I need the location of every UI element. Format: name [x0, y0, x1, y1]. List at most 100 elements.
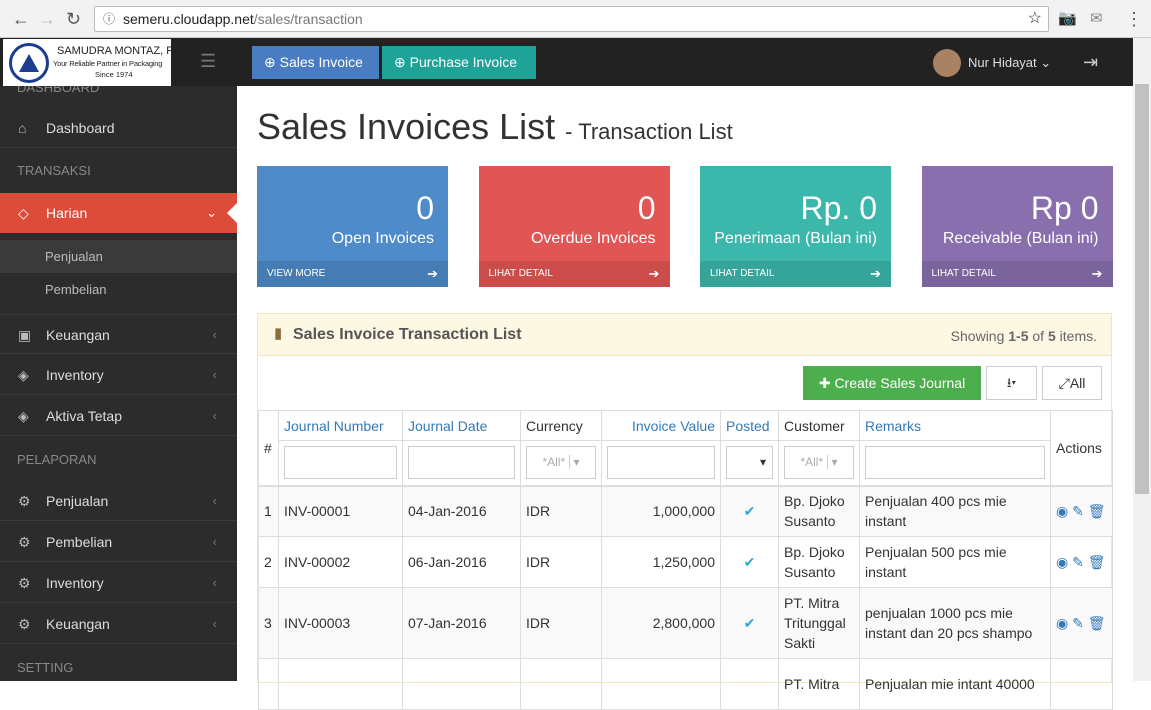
link-text: LIHAT DETAIL — [488, 268, 553, 279]
bookmark-star-icon[interactable]: ☆ — [1027, 10, 1042, 27]
stat-link[interactable]: VIEW MORE ➔ — [257, 261, 448, 287]
scrollbar[interactable] — [1133, 38, 1151, 681]
stat-card: 0 Open Invoices VIEW MORE ➔ — [257, 166, 448, 287]
address-bar[interactable]: ⓘ semeru.cloudapp.net/sales/transaction ☆ — [94, 6, 1049, 32]
title-text: Sales Invoices List — [257, 106, 556, 147]
hamburger-icon[interactable]: ☰ — [200, 51, 217, 71]
url-path: /sales/transaction — [253, 11, 363, 27]
invoice-table: # Journal Number Journal Date Currency I… — [258, 410, 1113, 710]
camera-icon[interactable]: 📷 — [1058, 10, 1077, 27]
edit-icon[interactable]: ✎ — [1072, 554, 1084, 570]
chevron-left-icon: ‹ — [212, 616, 217, 631]
section-dashboard: DASHBOARD — [17, 86, 100, 95]
view-icon[interactable]: ◉ — [1056, 503, 1069, 520]
sort-link[interactable]: Posted — [726, 417, 770, 434]
back-icon[interactable]: ← — [12, 9, 30, 29]
col-journal-date[interactable]: Journal Date — [402, 410, 521, 441]
label: Dashboard — [46, 120, 115, 136]
label: Create Sales Journal — [834, 375, 966, 391]
sidebar-item-keuangan[interactable]: ▣ Keuangan ‹ — [0, 314, 237, 354]
chevron-left-icon: ‹ — [212, 327, 217, 342]
cell-invoice-value: 1,000,000 — [601, 485, 721, 537]
edit-icon[interactable]: ✎ — [1072, 615, 1084, 631]
cell-currency: IDR — [520, 536, 602, 588]
chevron-down-icon: ⌄ — [206, 205, 217, 220]
sidebar-item-report-penjualan[interactable]: ⚙ Penjualan ‹ — [0, 481, 237, 521]
user-avatar[interactable] — [933, 49, 961, 77]
table-row: 2 INV-00002 06-Jan-2016 IDR 1,250,000 ✔ Bp. Dj… — [258, 536, 1113, 588]
stat-link[interactable]: LIHAT DETAIL ➔ — [700, 261, 891, 287]
col-invoice-value[interactable]: Invoice Value — [601, 410, 721, 441]
logout-icon[interactable]: ⇥ — [1083, 52, 1099, 72]
export-dropdown-button[interactable]: ⭳▾ — [986, 366, 1037, 400]
view-icon[interactable]: ◉ — [1056, 554, 1069, 570]
col-posted[interactable]: Posted — [720, 410, 779, 441]
sidebar-item-inventory[interactable]: ◈ Inventory ‹ — [0, 355, 237, 395]
cell-currency — [520, 658, 602, 710]
stat-label: Overdue Invoices — [530, 230, 656, 247]
journal-date-filter[interactable] — [408, 446, 515, 480]
reload-icon[interactable]: ↻ — [66, 9, 82, 29]
remarks-filter[interactable] — [865, 446, 1045, 480]
chevron-left-icon: ‹ — [212, 575, 217, 590]
trash-icon[interactable]: 🗑 — [1087, 615, 1106, 631]
label: Aktiva Tetap — [46, 408, 123, 424]
briefcase-icon: ▣ — [18, 327, 32, 343]
sidebar-item-report-inventory[interactable]: ⚙ Inventory ‹ — [0, 563, 237, 603]
tag-icon: ◈ — [18, 367, 29, 383]
currency-filter[interactable]: *All* ▾ — [526, 446, 596, 480]
cell-remarks: penjualan 1000 pcs mie instant dan 20 pc… — [859, 587, 1051, 659]
customer-filter[interactable]: *All* ▾ — [784, 446, 854, 480]
gear-icon: ⚙ — [18, 493, 31, 509]
table-row: 3 INV-00003 07-Jan-2016 IDR 2,800,000 ✔ PT. Mi… — [258, 587, 1113, 659]
sidebar-item-report-keuangan[interactable]: ⚙ Keuangan ‹ — [0, 604, 237, 644]
stat-value: 0 — [637, 190, 656, 226]
label: Harian — [46, 205, 88, 221]
check-icon: ✔ — [743, 503, 756, 520]
sidebar-item-report-pembelian[interactable]: ⚙ Pembelian ‹ — [0, 522, 237, 562]
col-actions: Actions — [1050, 410, 1113, 486]
sidebar-item-aktiva-tetap[interactable]: ◈ Aktiva Tetap ‹ — [0, 396, 237, 436]
posted-filter[interactable]: ▾ — [726, 446, 773, 480]
sidebar-item-harian[interactable]: ◇ Harian ⌄ — [0, 193, 237, 233]
chevron-left-icon: ‹ — [212, 408, 217, 423]
invoice-value-filter[interactable] — [607, 446, 715, 480]
stat-link[interactable]: LIHAT DETAIL ➔ — [478, 261, 670, 287]
purchase-invoice-button[interactable]: ⊕ Purchase Invoice — [382, 46, 536, 79]
cell-journal-number — [278, 658, 403, 710]
trash-icon[interactable]: 🗑 — [1087, 503, 1106, 520]
company-logo[interactable]: SAMUDRA MONTAZ, PT Your Reliable Partner… — [3, 39, 171, 86]
sidebar-subitem-penjualan[interactable]: Penjualan — [0, 240, 237, 273]
menu-icon[interactable]: ⋮ — [1125, 9, 1143, 29]
view-icon[interactable]: ◉ — [1056, 615, 1069, 631]
extension-icon[interactable]: ✉ — [1090, 10, 1103, 27]
cell-journal-date: 07-Jan-2016 — [402, 587, 521, 659]
filter-value: *All* — [542, 455, 566, 470]
sort-link[interactable]: Remarks — [865, 417, 922, 434]
chevron-left-icon: ‹ — [212, 534, 217, 549]
create-sales-journal-button[interactable]: ✚ Create Sales Journal — [803, 366, 981, 400]
cell-invoice-value: 2,800,000 — [601, 587, 721, 659]
sort-link[interactable]: Journal Date — [408, 417, 488, 434]
browser-toolbar: ← → ↻ ⓘ semeru.cloudapp.net/sales/transac… — [0, 0, 1151, 38]
sidebar-item-dashboard[interactable]: ⌂ Dashboard — [0, 108, 237, 148]
col-remarks[interactable]: Remarks — [859, 410, 1051, 441]
scrollbar-thumb[interactable] — [1135, 84, 1149, 494]
plus-circle-icon: ⊕ — [264, 54, 276, 70]
sort-link[interactable]: Journal Number — [284, 417, 384, 434]
trash-icon[interactable]: 🗑 — [1087, 554, 1106, 570]
purchase-invoice-label: Purchase Invoice — [409, 54, 518, 70]
logo-tagline: Your Reliable Partner in Packaging — [53, 59, 163, 68]
forward-icon[interactable]: → — [38, 9, 56, 29]
sort-link[interactable]: Invoice Value — [631, 417, 715, 434]
user-menu[interactable]: Nur Hidayat ⌄ — [968, 55, 1051, 71]
link-text: LIHAT DETAIL — [931, 268, 996, 279]
sidebar-subitem-pembelian[interactable]: Pembelian — [0, 273, 237, 306]
sales-invoice-button[interactable]: ⊕ Sales Invoice — [252, 46, 379, 79]
journal-number-filter[interactable] — [284, 446, 397, 480]
label: Inventory — [46, 575, 104, 591]
edit-icon[interactable]: ✎ — [1072, 503, 1084, 520]
stat-link[interactable]: LIHAT DETAIL ➔ — [921, 261, 1113, 287]
col-journal-number[interactable]: Journal Number — [278, 410, 403, 441]
show-all-button[interactable]: ⤢All — [1042, 366, 1102, 400]
